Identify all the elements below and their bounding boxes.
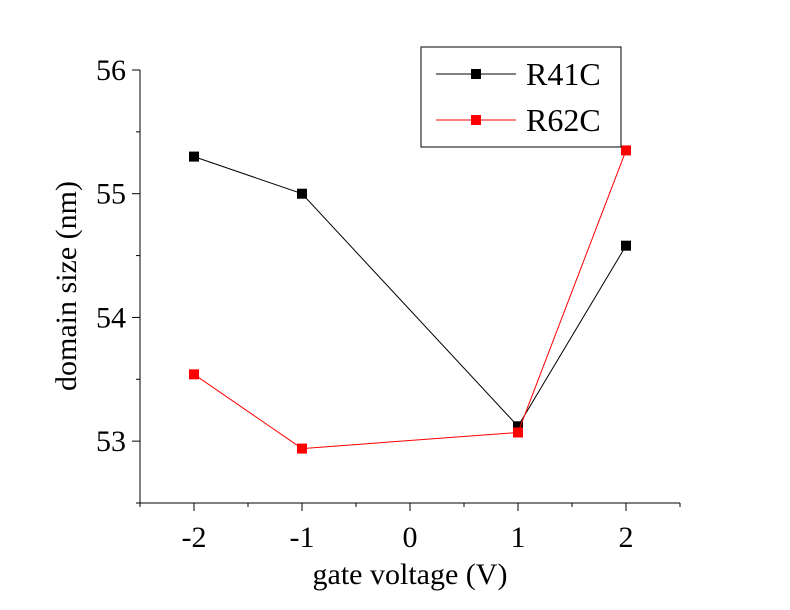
legend-items: R41C R62C [436, 56, 601, 138]
y-ticks: 53 54 55 56 [96, 54, 140, 504]
data-point-R41C [189, 151, 199, 162]
data-point-R62C [621, 145, 631, 156]
x-tick-label: -2 [182, 521, 207, 554]
legend-item: R62C [436, 102, 601, 138]
y-tick-label: 55 [96, 178, 126, 211]
y-tick-label: 56 [96, 54, 126, 87]
legend-box [420, 46, 622, 148]
data-point-R41C [513, 421, 523, 432]
y-axis-label: domain size (nm) [50, 181, 83, 391]
x-tick-label: 1 [511, 521, 526, 554]
data-point-R62C [297, 443, 307, 454]
data-point-R62C [513, 427, 523, 438]
legend: R41C R62C [420, 46, 622, 148]
legend-marker [471, 115, 481, 125]
x-tick-label: 0 [403, 521, 418, 554]
axes: 53 54 55 56 -2 -1 0 1 2 [96, 54, 681, 554]
x-tick-label: 2 [619, 521, 634, 554]
legend-label: R62C [526, 102, 601, 138]
legend-marker [471, 69, 481, 79]
series-R62C [189, 145, 631, 454]
data-point-R41C [621, 240, 631, 251]
legend-label: R41C [526, 56, 601, 92]
legend-item: R41C [436, 56, 601, 92]
x-ticks: -2 -1 0 1 2 [139, 503, 681, 554]
data-point-R62C [189, 369, 199, 380]
y-tick-label: 53 [96, 425, 126, 458]
y-tick-label: 54 [96, 301, 126, 334]
series-line-R41C [193, 156, 627, 428]
series-R41C [189, 151, 631, 432]
data-point-R41C [297, 188, 307, 199]
x-axis-label: gate voltage (V) [313, 558, 508, 591]
series-layer [189, 145, 631, 454]
x-tick-label: -1 [290, 521, 315, 554]
series-line-R62C [193, 150, 627, 450]
